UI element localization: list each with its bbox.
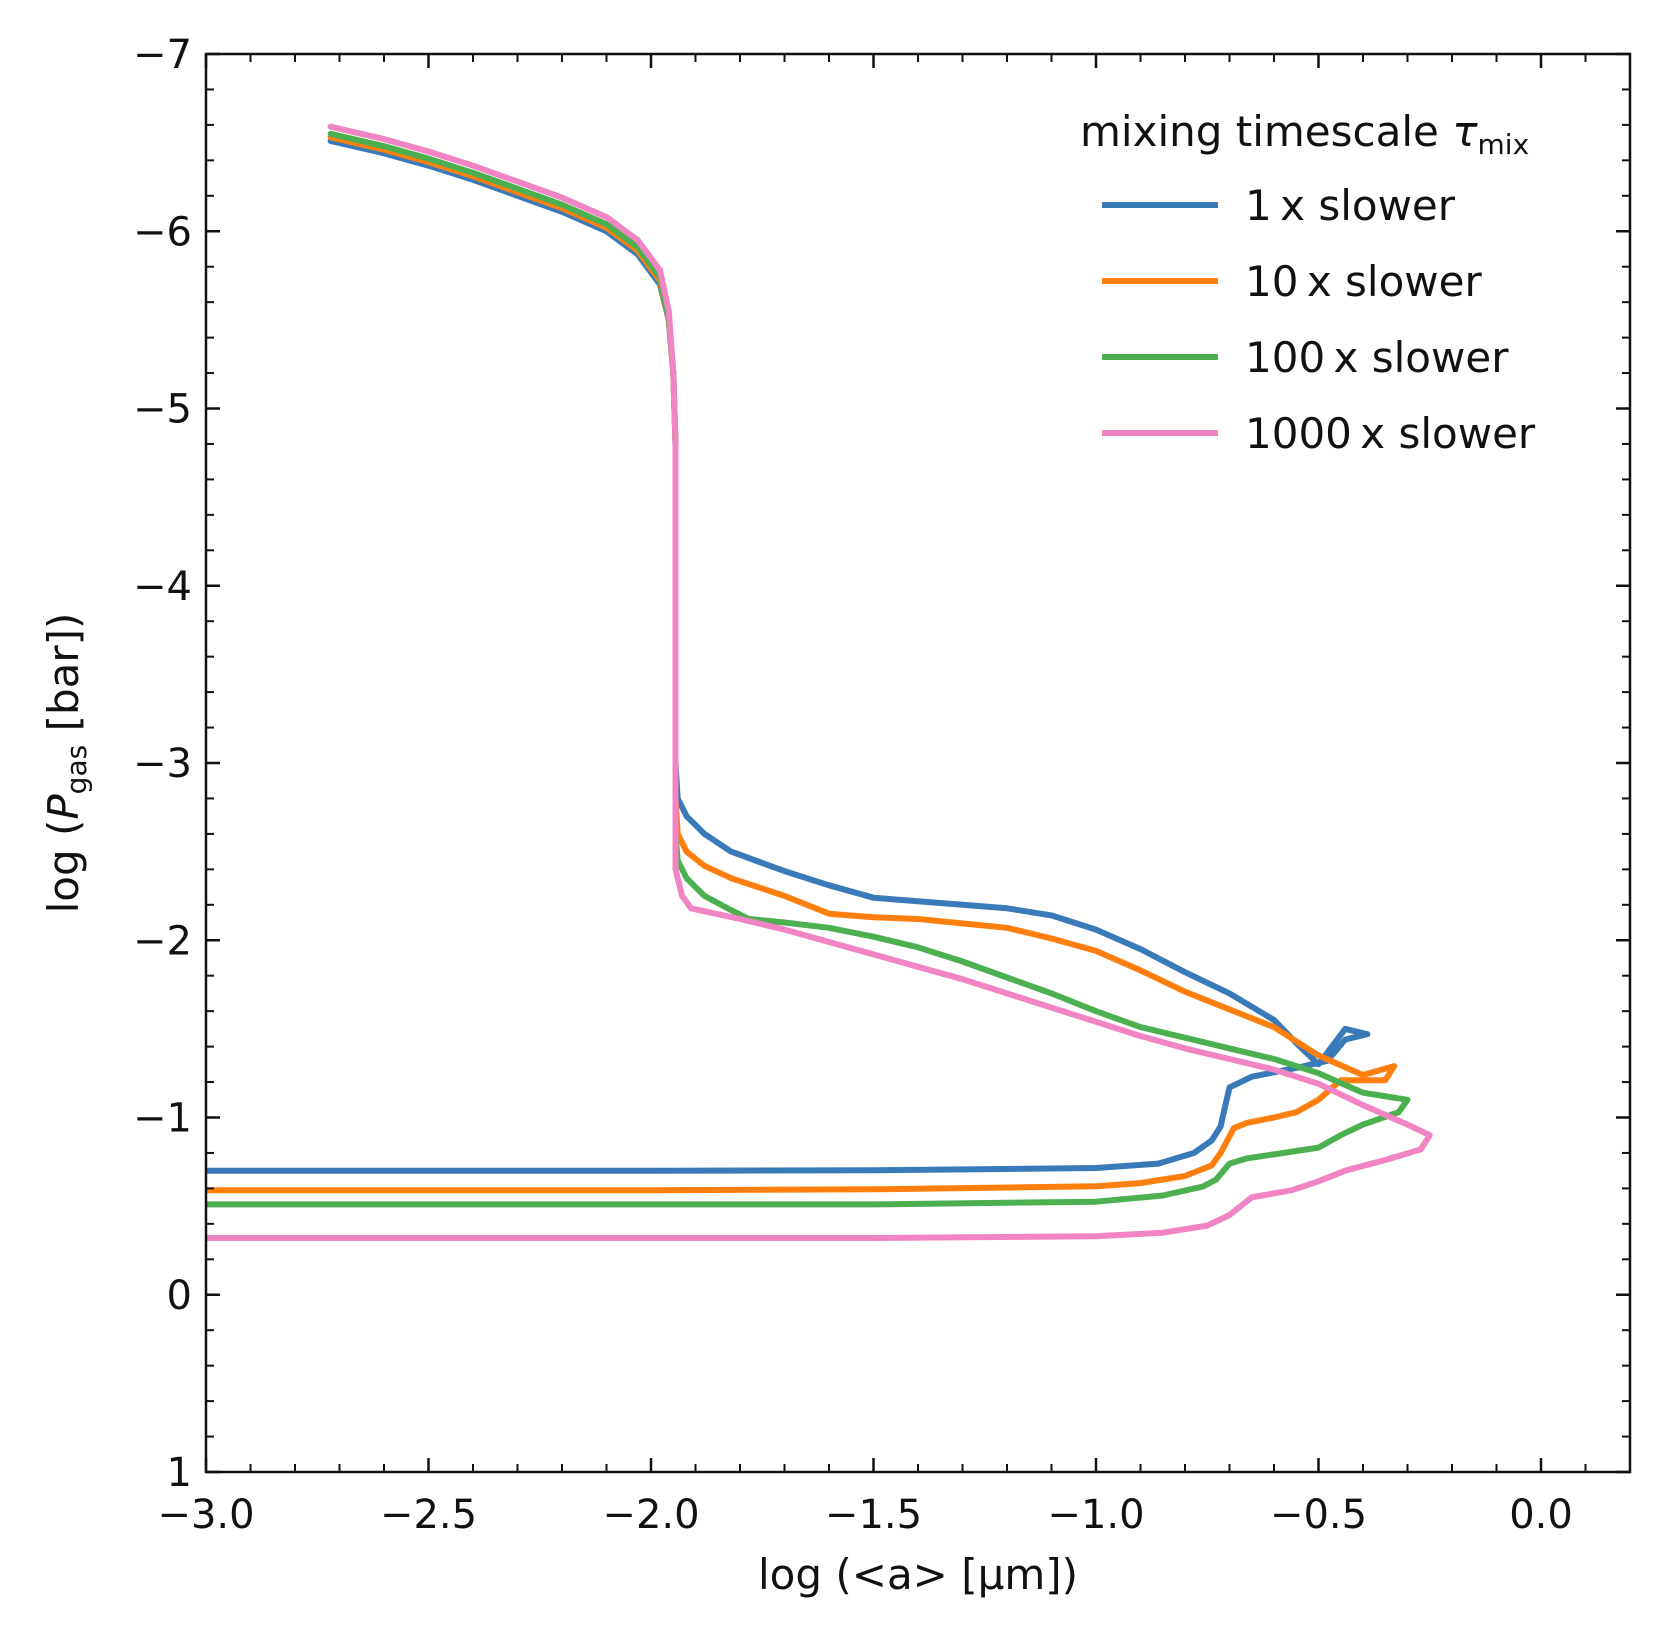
y-tick-label: −1: [133, 1096, 192, 1142]
y-tick-label: −4: [133, 564, 192, 610]
series-line-3: [206, 130, 1411, 1208]
legend-entry-2: 10 x slower: [1102, 257, 1482, 306]
x-tick-label: −0.5: [1270, 1492, 1367, 1538]
legend-label: 1000 x slower: [1245, 409, 1536, 458]
x-tick-label: 0.0: [1509, 1492, 1573, 1538]
series-line-2: [206, 134, 1398, 1194]
y-tick-label: 1: [167, 1450, 192, 1496]
y-tick-label: −6: [133, 209, 192, 255]
legend-entries: 1 x slower 10 x slower 100 x slower 1000 x …: [1102, 181, 1536, 458]
legend-label: 10 x slower: [1245, 257, 1482, 306]
legend-title: mixing timescale τmix: [1080, 107, 1529, 161]
legend-label: 100 x slower: [1245, 333, 1509, 382]
x-tick-label: −3.0: [157, 1492, 254, 1538]
x-tick-label: −1.0: [1047, 1492, 1144, 1538]
legend-label: 1 x slower: [1245, 181, 1456, 230]
x-axis-title: log (<a> [μm]): [758, 1550, 1078, 1599]
series-layer: [206, 123, 1433, 1241]
y-tick-label: −3: [133, 741, 192, 787]
x-tick-label: −2.0: [602, 1492, 699, 1538]
legend-entry-3: 100 x slower: [1102, 333, 1509, 382]
series-line-1: [206, 137, 1371, 1174]
tick-layer: [204, 52, 1631, 1474]
legend-entry-4: 1000 x slower: [1102, 409, 1536, 458]
y-tick-label: 0: [167, 1273, 192, 1319]
y-tick-label: −2: [133, 918, 192, 964]
legend-entry-1: 1 x slower: [1102, 181, 1456, 230]
y-axis-title: log (Pgas [bar]): [39, 613, 93, 914]
legend: mixing timescale τmix 1 x slower 10 x slo…: [1080, 107, 1536, 458]
x-tick-label: −2.5: [380, 1492, 477, 1538]
series-line-4: [206, 123, 1433, 1241]
y-tick-label: −7: [133, 32, 192, 78]
plot-area: [204, 52, 1632, 1474]
y-tick-label: −5: [133, 387, 192, 433]
x-tick-label: −1.5: [825, 1492, 922, 1538]
